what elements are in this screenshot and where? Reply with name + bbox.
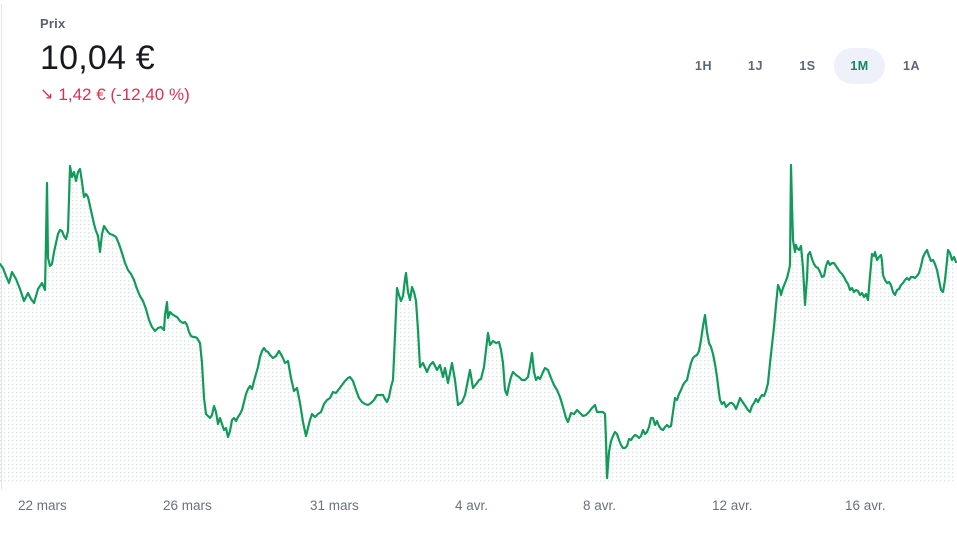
price-change-text: 1,42 € (-12,40 %)	[58, 85, 190, 104]
current-price: 10,04 €	[40, 39, 155, 77]
time-range-selector: 1H 1J 1S 1M 1A	[678, 48, 937, 84]
price-section-label: Prix	[40, 16, 66, 31]
x-axis: 22 mars 26 mars 31 mars 4 avr. 8 avr. 12 avr.…	[0, 498, 957, 518]
range-button-1h[interactable]: 1H	[678, 48, 729, 84]
range-button-1j[interactable]: 1J	[730, 48, 781, 84]
x-axis-label: 12 avr.	[712, 498, 753, 513]
price-area	[0, 165, 956, 483]
range-button-1s[interactable]: 1S	[782, 48, 833, 84]
range-button-1a[interactable]: 1A	[886, 48, 937, 84]
left-border-line	[1, 4, 2, 490]
price-header: Prix 10,04 € ↘ 1,42 € (-12,40 %)	[40, 16, 190, 105]
x-axis-label: 26 mars	[163, 498, 212, 513]
price-line	[0, 163, 957, 480]
x-axis-label: 31 mars	[310, 498, 359, 513]
down-right-arrow-icon: ↘	[40, 86, 54, 103]
x-axis-label: 22 mars	[18, 498, 67, 513]
range-button-1m[interactable]: 1M	[834, 48, 885, 84]
x-axis-label: 4 avr.	[455, 498, 489, 513]
x-axis-label: 16 avr.	[845, 498, 886, 513]
x-axis-label: 8 avr.	[583, 498, 617, 513]
price-change: ↘ 1,42 € (-12,40 %)	[40, 85, 190, 105]
